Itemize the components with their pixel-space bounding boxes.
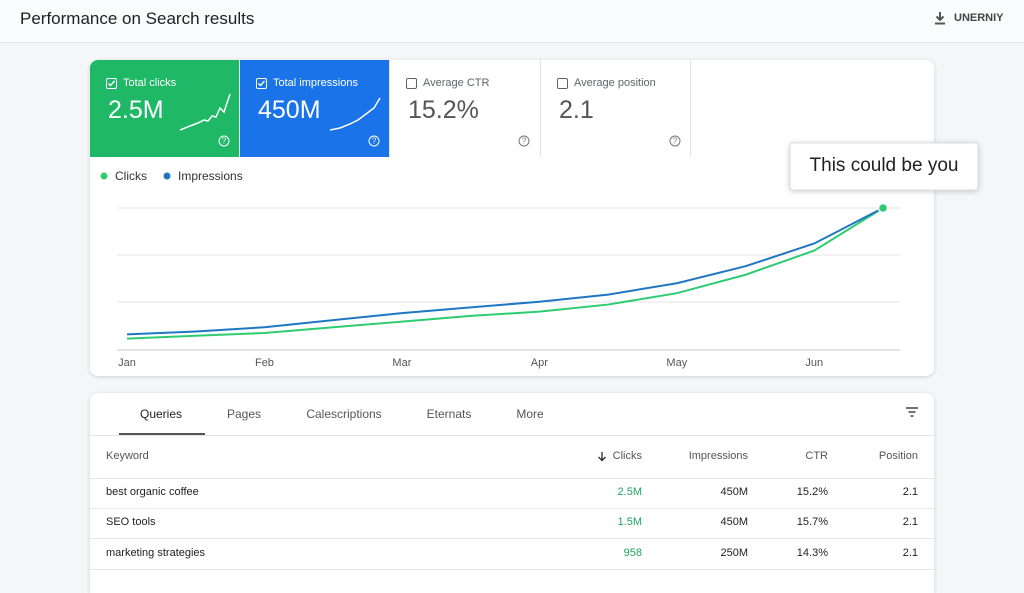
svg-text:?: ? [222, 137, 227, 146]
metric-label: Average CTR [423, 77, 490, 89]
column-header: Impressions [688, 450, 748, 462]
metric-value: 2.5M [108, 96, 164, 124]
table-cell: 2.1 [902, 547, 918, 559]
page-title: Performance on Search results [20, 9, 255, 28]
column-header: Position [878, 450, 918, 462]
table-cell: 1.5M [617, 516, 642, 528]
metric-tile[interactable] [390, 60, 541, 157]
checkbox[interactable] [256, 78, 267, 89]
table-cell: 15.7% [796, 516, 828, 528]
metric-label: Average position [574, 77, 656, 89]
row-divider [90, 569, 934, 570]
table-cell: best organic coffee [106, 486, 199, 498]
table-cell: marketing strategies [106, 547, 206, 559]
svg-text:?: ? [522, 137, 527, 146]
tab[interactable]: Pages [226, 407, 262, 421]
tab-underline [119, 433, 205, 435]
metric-tile[interactable] [541, 60, 691, 157]
table-cell: 2.1 [902, 486, 918, 498]
metric-value: 15.2% [408, 96, 479, 124]
table-cell: 958 [623, 547, 642, 559]
metric-tile[interactable] [240, 60, 390, 157]
metric-value: 450M [258, 96, 321, 124]
tab-divider [90, 435, 934, 436]
table-cell: 2.1 [902, 516, 918, 528]
download-icon[interactable] [933, 11, 947, 25]
table-cell: 250M [720, 547, 748, 559]
help-icon: ? [368, 135, 380, 147]
table-cell: 15.2% [796, 486, 828, 498]
checkbox[interactable] [106, 78, 117, 89]
help-icon: ? [518, 135, 530, 147]
tab[interactable]: Calescriptions [306, 407, 382, 421]
row-divider [90, 538, 934, 539]
top-bar [0, 0, 1024, 43]
row-divider [90, 508, 934, 509]
metric-label: Total impressions [273, 77, 358, 89]
svg-text:?: ? [673, 137, 678, 146]
table-cell: SEO tools [106, 516, 156, 528]
table-card [90, 393, 934, 593]
sparkline [179, 93, 231, 131]
column-header: Clicks [612, 450, 642, 462]
download-button[interactable]: UNERNIY [954, 12, 1004, 24]
sparkline [329, 97, 381, 131]
svg-text:?: ? [372, 137, 377, 146]
filter-icon[interactable] [905, 406, 919, 418]
row-divider [90, 478, 934, 479]
help-icon: ? [218, 135, 230, 147]
table-cell: 450M [720, 486, 748, 498]
metric-label: Total clicks [123, 77, 177, 89]
table-cell: 14.3% [796, 547, 828, 559]
metric-value: 2.1 [559, 96, 594, 124]
column-header: CTR [805, 450, 828, 462]
table-cell: 2.5M [617, 486, 642, 498]
checkbox[interactable] [557, 78, 568, 89]
column-header: Keyword [106, 450, 149, 462]
tab[interactable]: More [516, 407, 544, 421]
tab[interactable]: Queries [139, 407, 183, 421]
sort-arrow[interactable] [597, 451, 607, 462]
metric-tile[interactable] [90, 60, 240, 157]
table-cell: 450M [720, 516, 748, 528]
page: Performance on Search results UNERNIY Ja… [0, 0, 1024, 570]
checkbox[interactable] [406, 78, 417, 89]
help-icon: ? [669, 135, 681, 147]
tab[interactable]: Eternats [426, 407, 472, 421]
